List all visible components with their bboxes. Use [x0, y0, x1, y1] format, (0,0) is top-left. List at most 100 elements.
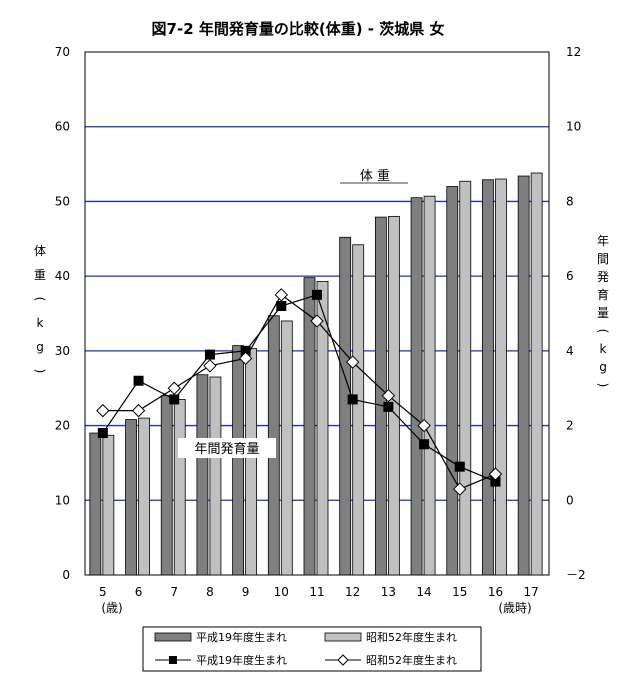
left-axis-label-char: k — [37, 316, 44, 330]
bar-s52 — [530, 172, 543, 576]
right-tick-label: －2 — [566, 568, 586, 582]
bar-s52 — [316, 280, 329, 576]
right-axis-label-char: ( — [596, 329, 610, 334]
x-tick-label: 7 — [170, 585, 178, 599]
left-axis-label-char: ( — [33, 297, 47, 302]
bar-h19 — [232, 345, 245, 576]
x-axis-ticks: 5 6 7 8 9 10 11 12 13 14 15 16 17 — [99, 585, 539, 599]
bar-s52 — [138, 417, 150, 576]
marker-h19 — [204, 349, 215, 360]
annotation-growth-bg — [178, 438, 276, 458]
marker-h19 — [276, 301, 287, 312]
marker-s52 — [345, 355, 360, 369]
right-axis-label-char: 間 — [597, 252, 609, 266]
legend-label-bar-h19: 平成19年度生まれ — [196, 630, 287, 644]
legend-box — [142, 626, 482, 672]
chart-title: 図7-2 年間発育量の比較(体重) - 茨城県 女 — [152, 20, 445, 38]
marker-h19 — [383, 401, 394, 412]
legend-label-bar-s52: 昭和52年度生まれ — [366, 630, 457, 644]
marker-s52 — [453, 482, 467, 496]
marker-h19 — [312, 289, 322, 300]
legend: 平成19年度生まれ 昭和52年度生まれ 平成19年度生まれ 昭和52年度生まれ — [142, 626, 482, 672]
right-axis-label-char: 量 — [597, 306, 609, 320]
annotation-weight: 体 重 — [360, 168, 390, 184]
bar-h19 — [482, 179, 494, 576]
marker-h19 — [240, 345, 251, 356]
x-tick-label: 15 — [452, 585, 467, 599]
x-unit-end: (歳時) — [498, 601, 531, 615]
legend-swatch-bar-s52 — [324, 632, 362, 642]
bar-h19 — [89, 432, 102, 576]
marker-h19 — [419, 439, 430, 450]
bar-s52 — [102, 434, 115, 576]
bar-s52 — [423, 195, 436, 576]
marker-h19 — [97, 428, 108, 439]
marker-s52 — [417, 418, 431, 433]
marker-s52 — [203, 359, 217, 373]
right-axis-label-char: 年 — [597, 234, 609, 248]
marker-h19 — [169, 394, 180, 405]
bar-h19 — [303, 277, 316, 576]
right-axis-ticks: －2 0 2 4 6 8 10 12 — [566, 45, 586, 582]
bar-h19 — [196, 374, 209, 576]
bars — [89, 172, 543, 576]
legend-label-line-s52: 昭和52年度生まれ — [366, 653, 457, 667]
left-tick-label: 70 — [55, 45, 70, 59]
x-tick-label: 14 — [416, 585, 431, 599]
right-axis-label-char: 発 — [597, 270, 609, 284]
right-tick-label: 12 — [566, 45, 581, 59]
x-unit-start: (歳) — [101, 601, 122, 615]
bar-h19 — [125, 419, 137, 576]
marker-s52 — [167, 381, 181, 395]
bar-s52 — [173, 399, 186, 576]
right-axis-label-char: g — [599, 360, 607, 374]
bar-h19 — [446, 186, 459, 576]
left-tick-label: 30 — [55, 344, 70, 358]
bar-h19 — [160, 395, 173, 576]
left-tick-label: 0 — [62, 568, 70, 582]
left-axis-label-char: g — [36, 340, 44, 354]
right-tick-label: 10 — [566, 120, 581, 134]
left-tick-label: 50 — [55, 194, 70, 208]
left-axis-label-char: 重 — [34, 268, 46, 282]
x-tick-label: 5 — [99, 585, 107, 599]
marker-s52 — [274, 288, 289, 302]
marker-h19 — [490, 476, 501, 487]
legend-swatch-bar-h19 — [154, 632, 192, 642]
growth-lines — [96, 288, 503, 496]
left-axis-label: 体重 (kg) — [33, 244, 47, 373]
x-tick-label: 17 — [524, 585, 539, 599]
bar-s52 — [245, 348, 258, 576]
x-tick-label: 13 — [381, 585, 396, 599]
bar-s52 — [352, 244, 365, 576]
legend-label-line-h19: 平成19年度生まれ — [196, 653, 287, 667]
bar-s52 — [495, 178, 507, 576]
bar-s52 — [280, 320, 293, 576]
right-tick-label: 8 — [566, 194, 574, 208]
annotation-growth: 年間発育量 — [194, 441, 259, 457]
left-tick-label: 10 — [55, 493, 70, 507]
left-tick-label: 40 — [55, 269, 70, 283]
marker-s52 — [488, 467, 503, 481]
left-axis-label-char: ) — [33, 369, 47, 374]
x-tick-label: 12 — [345, 585, 360, 599]
x-tick-label: 11 — [309, 585, 324, 599]
left-tick-label: 20 — [55, 419, 70, 433]
bar-s52 — [209, 376, 222, 576]
right-axis-label: 年間発育量 (kg) — [596, 234, 610, 387]
right-axis-label-char: k — [600, 342, 607, 356]
bar-h19 — [410, 197, 423, 576]
marker-h19 — [454, 461, 465, 472]
x-tick-label: 9 — [242, 585, 250, 599]
marker-h19 — [347, 394, 358, 405]
bar-s52 — [459, 180, 472, 576]
legend-marker-s52 — [337, 654, 349, 666]
left-tick-label: 60 — [55, 120, 70, 134]
x-tick-label: 10 — [274, 585, 289, 599]
right-axis-label-char: ) — [596, 383, 610, 388]
left-axis-ticks: 0 10 20 30 40 50 60 70 — [55, 45, 70, 582]
marker-h19 — [133, 375, 144, 386]
marker-s52 — [131, 403, 146, 418]
marker-s52 — [238, 351, 253, 366]
